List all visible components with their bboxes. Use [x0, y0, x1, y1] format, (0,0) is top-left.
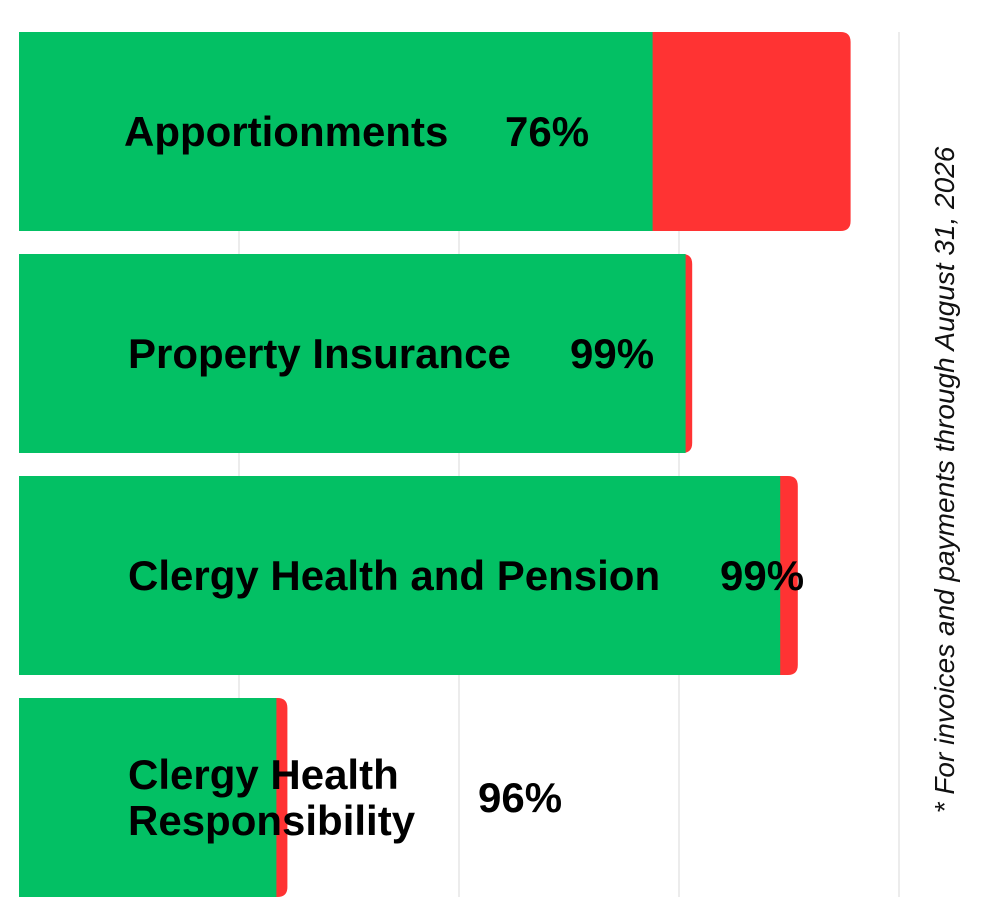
footnote: * For invoices and payments through Augu…	[929, 146, 960, 814]
percent-label: 96%	[478, 774, 562, 821]
category-label: Apportionments	[124, 108, 448, 155]
bar-labels: Apportionments 76% Property Insurance 99% Cl…	[124, 108, 804, 844]
percent-label: 99%	[570, 330, 654, 377]
bar-paid	[19, 476, 781, 675]
bars	[19, 32, 851, 897]
category-label: Clergy Health	[128, 751, 399, 798]
bar-paid	[19, 698, 277, 897]
category-label: Responsibility	[128, 797, 416, 844]
percent-label: 76%	[505, 108, 589, 155]
category-label: Clergy Health and Pension	[128, 552, 660, 599]
bar-paid	[19, 32, 653, 231]
percent-label: 99%	[720, 552, 804, 599]
category-label: Property Insurance	[128, 330, 511, 377]
bar-paid	[19, 254, 686, 453]
